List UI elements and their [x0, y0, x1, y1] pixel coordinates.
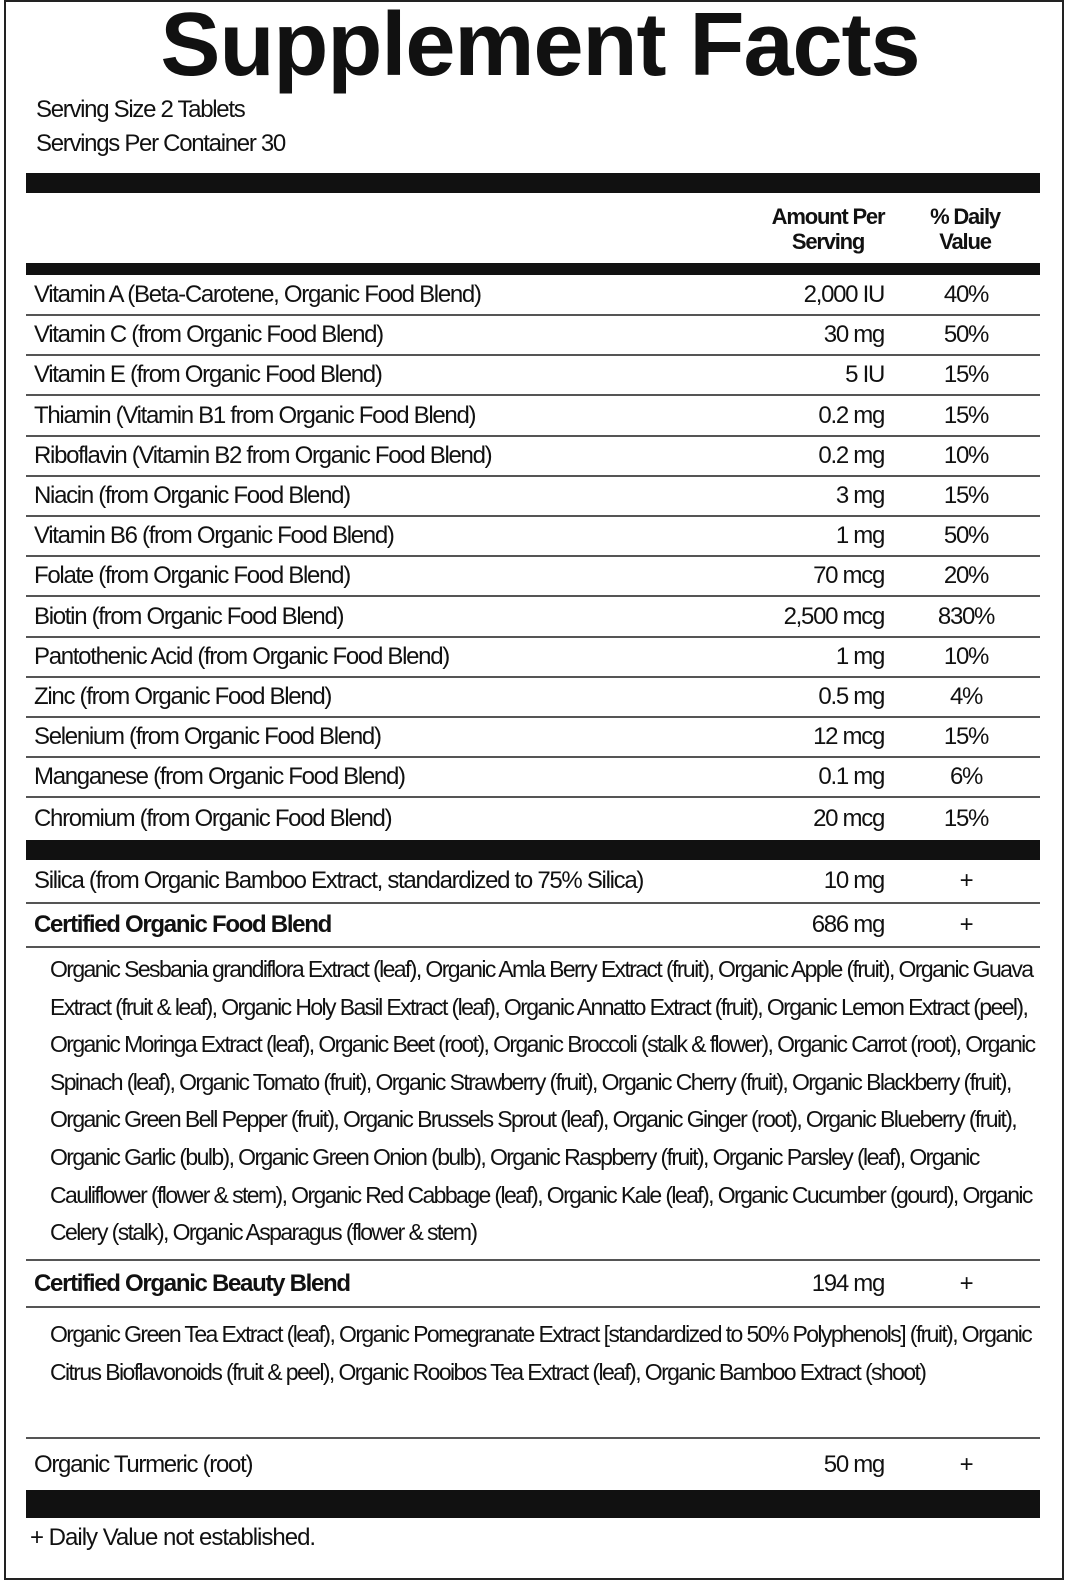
nutrient-row: Niacin (from Organic Food Blend) 3 mg 15% [26, 477, 1040, 517]
nutrient-amount: 1 mg [835, 522, 885, 550]
nutrient-row: Manganese (from Organic Food Blend) 0.1 m… [26, 758, 1040, 799]
thick-divider [26, 840, 1040, 860]
divider [26, 1437, 1040, 1439]
ingredient-dv: + [959, 1270, 974, 1297]
nutrient-amount: 70 mcg [813, 562, 885, 590]
thick-divider [26, 1490, 1040, 1518]
nutrient-row: Biotin (from Organic Food Blend) 2,500 mc… [26, 598, 1040, 638]
ingredient-name: Certified Organic Food Blend [34, 911, 332, 938]
nutrient-row: Folate (from Organic Food Blend) 70 mcg 20… [26, 557, 1040, 598]
nutrient-dv: 6% [949, 763, 983, 791]
nutrient-dv: 4% [949, 683, 983, 710]
food-blend-ingredients: Organic Sesbania grandiflora Extract (le… [50, 956, 1036, 1246]
nutrient-dv: 15% [943, 361, 989, 389]
ingredient-amount: 10 mg [823, 867, 886, 894]
ingredient-dv: + [959, 1451, 974, 1478]
nutrient-dv: 20% [943, 562, 989, 590]
nutrient-amount: 20 mcg [813, 804, 885, 832]
nutrient-row: Vitamin A (Beta-Carotene, Organic Food B… [26, 276, 1040, 316]
label-title: Supplement Facts [160, 0, 920, 95]
ingredient-amount: 686 mg [811, 911, 886, 938]
nutrient-amount: 3 mg [835, 482, 885, 509]
nutrient-row: Vitamin E (from Organic Food Blend) 5 IU 1… [26, 356, 1040, 397]
nutrient-row: Chromium (from Organic Food Blend) 20 mcg… [26, 799, 1040, 839]
nutrient-name: Niacin (from Organic Food Blend) [34, 482, 351, 509]
nutrient-name: Zinc (from Organic Food Blend) [34, 683, 332, 710]
nutrient-name: Selenium (from Organic Food Blend) [34, 723, 382, 751]
ingredient-dv: + [959, 867, 974, 894]
beauty-blend-row: Certified Organic Beauty Blend 194 mg + [26, 1262, 1040, 1308]
ingredient-amount: 194 mg [811, 1270, 886, 1297]
beauty-blend-ingredients: Organic Green Tea Extract (leaf), Organi… [50, 1321, 1033, 1385]
nutrient-name: Chromium (from Organic Food Blend) [34, 804, 393, 832]
nutrient-name: Vitamin E (from Organic Food Blend) [34, 361, 383, 389]
nutrient-amount: 0.1 mg [818, 763, 885, 791]
nutrient-name: Vitamin A (Beta-Carotene, Organic Food B… [34, 281, 482, 308]
nutrient-amount: 12 mcg [813, 723, 885, 751]
thick-divider [26, 173, 1040, 193]
nutrient-name: Thiamin (Vitamin B1 from Organic Food Bl… [34, 401, 477, 429]
nutrient-row: Vitamin B6 (from Organic Food Blend) 1 mg… [26, 517, 1040, 558]
divider [26, 1259, 1040, 1261]
nutrient-amount: 2,500 mcg [783, 602, 886, 630]
nutrient-amount: 30 mg [823, 321, 886, 349]
ingredient-amount: 50 mg [823, 1451, 886, 1478]
nutrient-dv: 15% [943, 482, 989, 509]
nutrient-name: Vitamin B6 (from Organic Food Blend) [34, 522, 395, 550]
nutrient-amount: 0.2 mg [818, 441, 885, 469]
servings-per-container: Servings Per Container 30 [36, 130, 286, 157]
nutrient-name: Manganese (from Organic Food Blend) [34, 763, 406, 791]
ingredient-name: Silica (from Organic Bamboo Extract, sta… [34, 867, 644, 894]
nutrient-dv: 50% [943, 522, 989, 550]
thick-divider [26, 263, 1040, 275]
nutrient-amount: 0.2 mg [818, 401, 885, 429]
nutrient-name: Riboflavin (Vitamin B2 from Organic Food… [34, 441, 493, 469]
nutrient-dv: 15% [943, 723, 989, 751]
nutrient-row: Riboflavin (Vitamin B2 from Organic Food… [26, 437, 1040, 477]
silica-row: Silica (from Organic Bamboo Extract, sta… [26, 860, 1040, 904]
nutrient-dv: 830% [937, 602, 995, 630]
serving-size: Serving Size 2 Tablets [36, 96, 246, 123]
food-blend-row: Certified Organic Food Blend 686 mg + [26, 904, 1040, 948]
nutrient-name: Folate (from Organic Food Blend) [34, 562, 351, 590]
nutrient-amount: 0.5 mg [818, 683, 885, 710]
nutrient-row: Selenium (from Organic Food Blend) 12 mcg… [26, 718, 1040, 759]
ingredient-name: Certified Organic Beauty Blend [34, 1270, 351, 1297]
nutrient-dv: 15% [943, 401, 989, 429]
nutrient-dv: 50% [943, 321, 989, 349]
nutrient-amount: 2,000 IU [803, 281, 886, 308]
turmeric-row: Organic Turmeric (root) 50 mg + [26, 1440, 1040, 1490]
nutrient-row: Thiamin (Vitamin B1 from Organic Food Bl… [26, 397, 1040, 437]
nutrient-amount: 1 mg [835, 642, 885, 670]
ingredient-name: Organic Turmeric (root) [34, 1451, 253, 1478]
nutrient-row: Vitamin C (from Organic Food Blend) 30 mg… [26, 316, 1040, 357]
nutrient-dv: 10% [943, 441, 989, 469]
amount-header: Amount Per Serving [771, 204, 886, 254]
nutrient-dv: 15% [943, 804, 989, 832]
nutrient-dv: 10% [943, 642, 989, 670]
nutrient-name: Vitamin C (from Organic Food Blend) [34, 321, 384, 349]
nutrient-amount: 5 IU [845, 361, 885, 389]
nutrient-row: Pantothenic Acid (from Organic Food Blen… [26, 638, 1040, 678]
nutrient-name: Pantothenic Acid (from Organic Food Blen… [34, 642, 450, 670]
footnote: + Daily Value not established. [30, 1524, 316, 1551]
ingredient-dv: + [959, 911, 974, 938]
nutrient-dv: 40% [943, 281, 989, 308]
nutrient-name: Biotin (from Organic Food Blend) [34, 602, 345, 630]
dv-header: % Daily Value [930, 204, 1001, 254]
label-frame [4, 0, 1064, 1580]
nutrient-row: Zinc (from Organic Food Blend) 0.5 mg 4% [26, 678, 1040, 718]
